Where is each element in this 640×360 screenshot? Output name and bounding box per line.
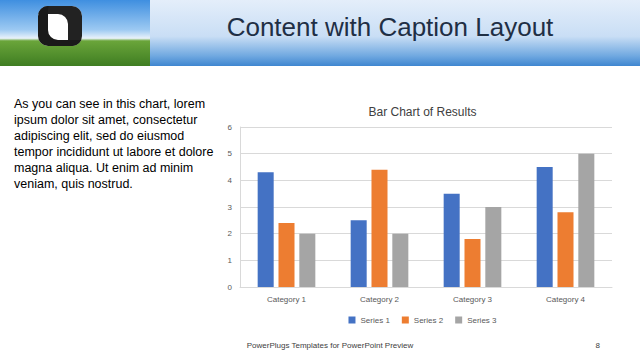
svg-text:3: 3	[228, 203, 233, 212]
svg-text:Category 3: Category 3	[453, 295, 493, 304]
svg-text:Bar Chart of Results: Bar Chart of Results	[368, 105, 476, 119]
html-text:Content with Caption Layout: Content with Caption Layout	[226, 12, 554, 42]
svg-text:1: 1	[228, 256, 233, 265]
svg-text:Series 2: Series 2	[414, 316, 444, 325]
svg-text:6: 6	[228, 123, 233, 132]
html-text:8: 8	[595, 341, 600, 350]
svg-text:Series 3: Series 3	[467, 316, 497, 325]
html-text:PowerPlugs Templates for Power: PowerPlugs Templates for PowerPoint Prev…	[246, 341, 414, 350]
svg-text:Category 4: Category 4	[546, 295, 586, 304]
html-text:As you can see in this chart,: As you can see in this chart, lorem ipsu…	[14, 97, 214, 191]
svg-text:2: 2	[228, 229, 233, 238]
svg-text:Series 1: Series 1	[360, 316, 390, 325]
svg-text:0: 0	[228, 283, 233, 292]
svg-text:4: 4	[228, 176, 233, 185]
svg-text:Category 1: Category 1	[267, 295, 307, 304]
svg-text:Category 2: Category 2	[360, 295, 400, 304]
svg-text:5: 5	[228, 149, 233, 158]
